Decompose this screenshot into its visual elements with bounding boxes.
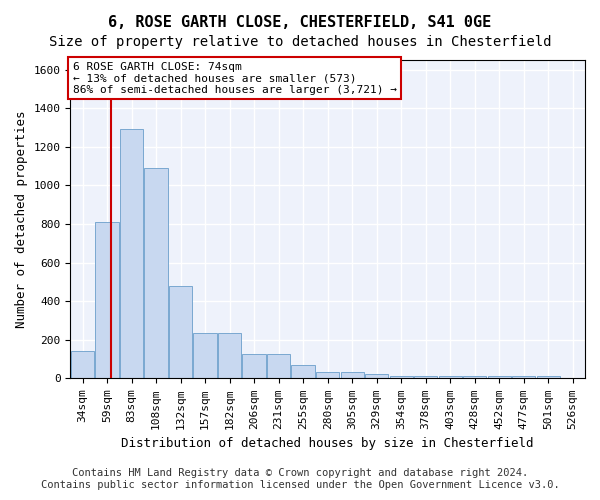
Bar	[242, 354, 266, 378]
Bar	[145, 168, 168, 378]
Bar	[536, 376, 560, 378]
Bar	[267, 354, 290, 378]
Bar	[120, 130, 143, 378]
Bar	[414, 376, 437, 378]
Text: Contains HM Land Registry data © Crown copyright and database right 2024.
Contai: Contains HM Land Registry data © Crown c…	[41, 468, 559, 490]
Bar	[292, 365, 315, 378]
Bar	[71, 352, 94, 378]
Bar	[365, 374, 388, 378]
Bar	[95, 222, 119, 378]
Bar	[439, 376, 462, 378]
Bar	[169, 286, 192, 378]
Bar	[193, 333, 217, 378]
Bar	[512, 376, 535, 378]
Bar	[463, 376, 487, 378]
Bar	[341, 372, 364, 378]
Bar	[488, 376, 511, 378]
Text: 6, ROSE GARTH CLOSE, CHESTERFIELD, S41 0GE: 6, ROSE GARTH CLOSE, CHESTERFIELD, S41 0…	[109, 15, 491, 30]
Y-axis label: Number of detached properties: Number of detached properties	[15, 110, 28, 328]
Text: Size of property relative to detached houses in Chesterfield: Size of property relative to detached ho…	[49, 35, 551, 49]
Bar	[389, 376, 413, 378]
Bar	[316, 372, 339, 378]
Text: 6 ROSE GARTH CLOSE: 74sqm
← 13% of detached houses are smaller (573)
86% of semi: 6 ROSE GARTH CLOSE: 74sqm ← 13% of detac…	[73, 62, 397, 95]
X-axis label: Distribution of detached houses by size in Chesterfield: Distribution of detached houses by size …	[121, 437, 534, 450]
Bar	[218, 333, 241, 378]
